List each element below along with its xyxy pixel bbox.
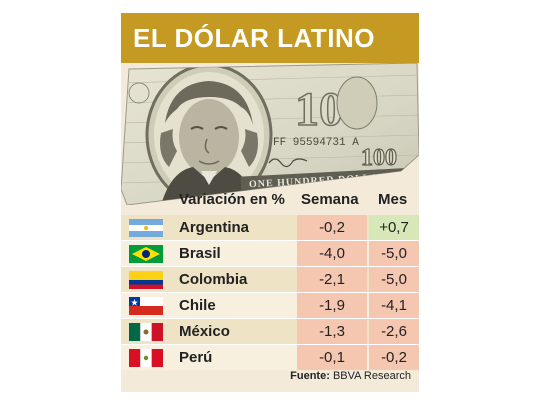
week-cell-bg [297, 241, 367, 266]
month-cell-bg [369, 319, 419, 344]
bill-serial-number: FF 95594731 A [273, 137, 359, 149]
peru-flag-icon [129, 349, 163, 367]
column-header-variation: Variación en % [179, 191, 285, 208]
week-value: -1,3 [319, 323, 345, 340]
month-cell-bg [369, 293, 419, 318]
month-cell-bg [369, 345, 419, 370]
table-row-peru: Perú -0,1 -0,2 [121, 344, 419, 370]
month-cell-bg [369, 215, 419, 240]
week-value: -4,0 [319, 245, 345, 262]
source-note: Fuente: BBVA Research [121, 370, 411, 382]
hundred-dollar-bill-image: 100 FF 95594731 A 100 ONE HUNDRED DOLLAR… [121, 63, 419, 205]
source-value: BBVA Research [332, 370, 411, 382]
title-bar: EL DÓLAR LATINO [121, 13, 419, 63]
month-value: -5,0 [381, 271, 407, 288]
month-cell-bg [369, 241, 419, 266]
month-value: -5,0 [381, 245, 407, 262]
country-name: México [179, 323, 230, 340]
infographic-card: EL DÓLAR LATINO [121, 13, 419, 392]
bill-corner-denomination: 100 [361, 145, 397, 171]
month-cell-bg [369, 267, 419, 292]
brazil-flag-icon [129, 245, 163, 263]
week-cell-bg [297, 293, 367, 318]
table-row-brasil: Brasil -4,0 -5,0 [121, 240, 419, 266]
table-row-argentina: Argentina -0,2 +0,7 [121, 215, 419, 240]
colombia-flag-icon [129, 271, 163, 289]
month-value: -0,2 [381, 349, 407, 366]
table-row-chile: Chile -1,9 -4,1 [121, 292, 419, 318]
column-header-week: Semana [301, 191, 359, 208]
data-table: Argentina -0,2 +0,7 Brasil -4,0 -5,0 [121, 215, 419, 370]
month-value: +0,7 [379, 219, 409, 236]
source-label: Fuente: [290, 370, 330, 382]
country-name: Perú [179, 349, 213, 366]
column-header-month: Mes [378, 191, 408, 208]
argentina-flag-icon [129, 219, 163, 237]
country-name: Colombia [179, 271, 248, 288]
month-value: -2,6 [381, 323, 407, 340]
country-name: Chile [179, 297, 216, 314]
chile-flag-icon [129, 297, 163, 315]
week-value: -0,1 [319, 349, 345, 366]
country-name: Argentina [179, 219, 250, 236]
mexico-flag-icon [129, 323, 163, 341]
week-value: -2,1 [319, 271, 345, 288]
week-cell-bg [297, 215, 367, 240]
table-row-colombia: Colombia -2,1 -5,0 [121, 266, 419, 292]
table-row-mexico: México -1,3 -2,6 [121, 318, 419, 344]
chart-title: EL DÓLAR LATINO [133, 23, 375, 53]
country-name: Brasil [179, 245, 221, 262]
month-value: -4,1 [381, 297, 407, 314]
week-cell-bg [297, 345, 367, 370]
week-value: -1,9 [319, 297, 345, 314]
week-cell-bg [297, 267, 367, 292]
week-cell-bg [297, 319, 367, 344]
week-value: -0,2 [319, 219, 345, 236]
